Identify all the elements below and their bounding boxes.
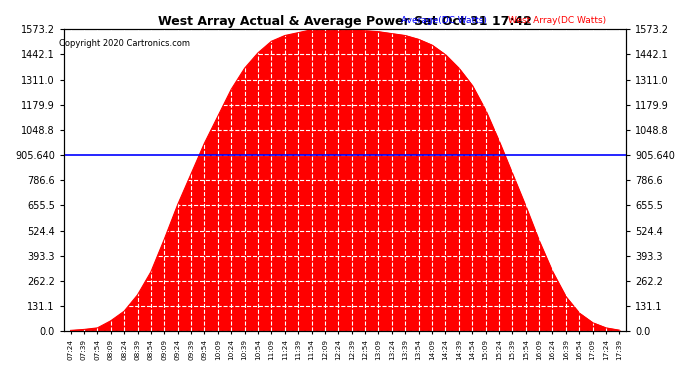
Text: West Array(DC Watts): West Array(DC Watts) bbox=[508, 16, 606, 26]
Text: Copyright 2020 Cartronics.com: Copyright 2020 Cartronics.com bbox=[59, 39, 190, 48]
Title: West Array Actual & Average Power Sat Oct 31 17:42: West Array Actual & Average Power Sat Oc… bbox=[158, 15, 532, 28]
Text: Average(DC Watts): Average(DC Watts) bbox=[401, 16, 487, 26]
